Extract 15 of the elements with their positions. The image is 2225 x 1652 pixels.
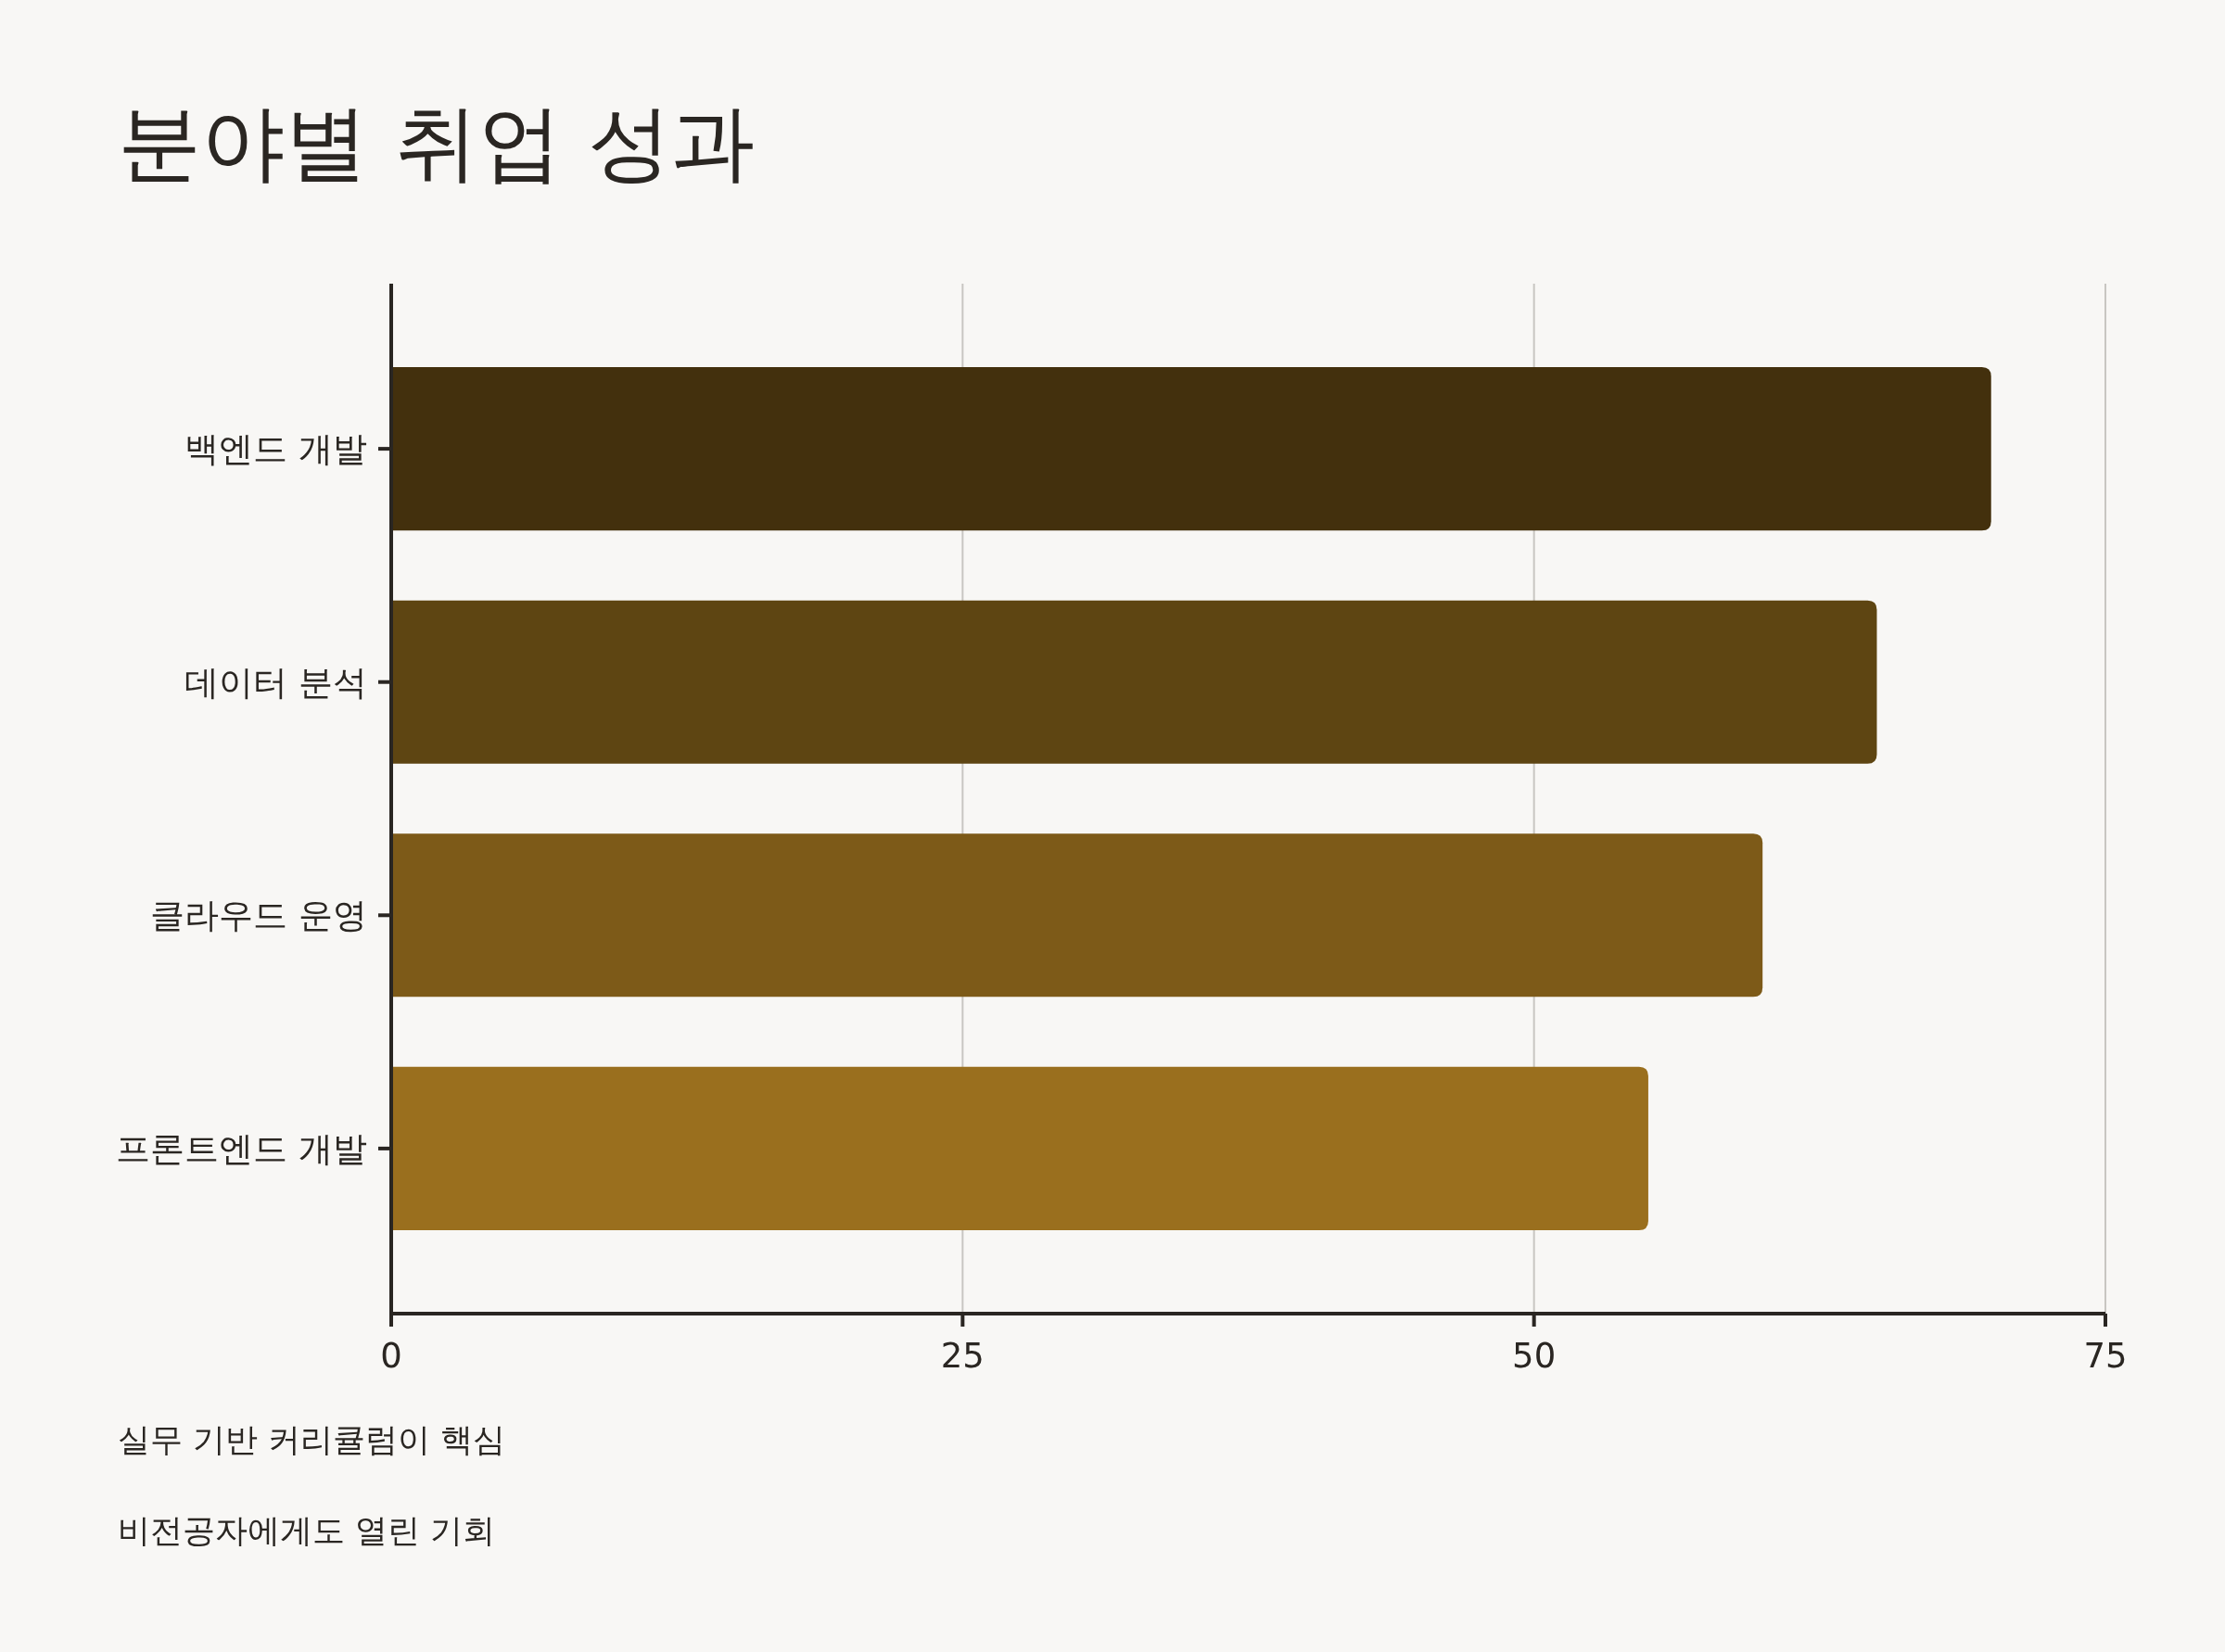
x-tick-label: 0 [380,1336,402,1376]
y-tick-label: 데이터 분석 [184,662,367,703]
chart-title: 분야별 취업 성과 [118,94,756,191]
y-tick-label: 클라우드 운영 [150,896,367,936]
x-tick-label: 75 [2083,1336,2128,1376]
x-tick-label: 25 [940,1336,985,1376]
bar [391,367,1991,531]
text: 비전공자에게도 열린 기회 [118,1512,496,1549]
bar [391,600,1877,764]
x-tick-label: 50 [1512,1336,1557,1376]
bar [391,1066,1648,1230]
text: 실무 기반 커리큘럼이 핵심 [118,1421,506,1458]
bar [391,833,1763,998]
y-tick-label: 백엔드 개발 [184,429,367,470]
y-tick-label: 프론트엔드 개발 [116,1128,367,1169]
